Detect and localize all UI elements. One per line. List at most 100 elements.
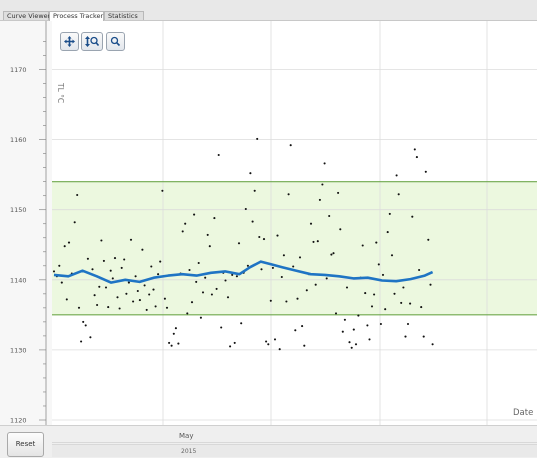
data-point	[159, 260, 162, 263]
data-point	[314, 283, 317, 286]
data-point	[231, 273, 234, 276]
data-point	[381, 273, 385, 276]
data-point	[235, 275, 238, 278]
data-point	[89, 336, 92, 339]
tab-statistics[interactable]: Statistics	[104, 11, 144, 20]
data-point	[100, 239, 103, 242]
data-point	[352, 328, 355, 331]
data-point	[357, 314, 360, 317]
data-point	[226, 296, 230, 299]
data-point	[409, 302, 412, 305]
data-point	[379, 322, 382, 326]
data-point	[170, 344, 173, 347]
data-point	[429, 283, 432, 286]
data-point	[111, 277, 114, 280]
reset-button[interactable]: Reset	[7, 432, 44, 457]
data-point	[52, 270, 56, 273]
data-point	[125, 292, 128, 295]
data-point	[91, 268, 94, 271]
data-point	[269, 299, 272, 302]
data-point	[215, 287, 218, 290]
pan-button[interactable]	[60, 32, 79, 51]
data-point	[102, 259, 105, 262]
trend-line	[53, 260, 434, 284]
data-point	[341, 330, 344, 333]
timeline-year-label: 2015	[181, 448, 197, 455]
data-point	[364, 292, 367, 295]
data-point	[210, 293, 213, 296]
data-point	[278, 348, 281, 351]
data-point	[113, 257, 117, 260]
data-point	[246, 264, 249, 267]
data-point	[120, 266, 123, 269]
y-tick-label: 1130	[10, 346, 27, 354]
data-point	[77, 306, 81, 309]
tab-process-tracker[interactable]: Process Tracker	[49, 11, 104, 21]
data-point	[249, 172, 252, 175]
data-point	[294, 329, 297, 332]
data-point	[289, 144, 292, 147]
data-point	[393, 292, 396, 295]
tab-curve-viewer[interactable]: Curve Viewer	[3, 11, 50, 20]
data-point	[132, 300, 135, 303]
timeline-month-track[interactable]	[52, 434, 537, 443]
process-chart[interactable]: 1120 1130 1140 1150 1160 1170 TL °C Date	[0, 21, 537, 449]
data-point	[163, 297, 166, 300]
data-point	[260, 268, 263, 271]
vertical-zoom-button[interactable]	[81, 32, 103, 51]
data-point	[157, 273, 160, 276]
data-point	[134, 275, 137, 278]
data-point	[400, 301, 403, 304]
data-point	[220, 326, 223, 329]
control-band	[52, 181, 537, 315]
data-point	[267, 343, 270, 346]
tab-strip: Curve Viewer Process Tracker Statistics	[0, 0, 537, 21]
data-point	[251, 220, 254, 223]
data-point	[86, 257, 89, 260]
data-point	[168, 341, 171, 344]
data-point	[118, 307, 121, 310]
data-point	[172, 332, 175, 335]
y-tick-label: 1170	[10, 66, 27, 74]
data-point	[373, 293, 376, 296]
data-point	[204, 276, 207, 279]
data-point	[217, 153, 220, 157]
data-point	[63, 245, 66, 248]
data-point	[262, 238, 266, 241]
data-point	[201, 291, 205, 294]
data-point	[424, 170, 427, 173]
data-point	[82, 320, 85, 323]
data-point	[309, 222, 313, 225]
data-point	[316, 240, 319, 243]
data-point	[280, 275, 283, 279]
y-tick-label: 1140	[10, 276, 27, 284]
data-point	[213, 217, 216, 220]
data-point	[330, 253, 333, 256]
data-point	[402, 286, 405, 289]
data-point	[224, 279, 227, 282]
data-point	[301, 325, 304, 328]
data-point	[123, 258, 126, 261]
process-chart-panel: 1120 1130 1140 1150 1160 1170 TL °C Date	[0, 21, 537, 449]
data-point	[109, 269, 112, 272]
data-point	[348, 341, 351, 344]
data-point	[305, 289, 308, 292]
data-point	[60, 281, 63, 284]
data-point	[328, 214, 331, 218]
data-point	[292, 265, 295, 268]
data-point	[67, 241, 71, 244]
data-point	[395, 174, 398, 177]
data-point	[296, 297, 299, 300]
data-point	[366, 324, 369, 327]
data-point	[154, 305, 157, 308]
data-point	[321, 183, 324, 186]
data-point	[285, 300, 288, 303]
data-point	[184, 222, 187, 225]
data-point	[397, 193, 400, 196]
timeline-year-track[interactable]	[52, 444, 537, 457]
data-point	[150, 265, 153, 268]
data-point	[404, 335, 407, 338]
data-point	[312, 240, 315, 243]
zoom-button[interactable]	[106, 32, 125, 51]
data-point	[229, 345, 232, 348]
